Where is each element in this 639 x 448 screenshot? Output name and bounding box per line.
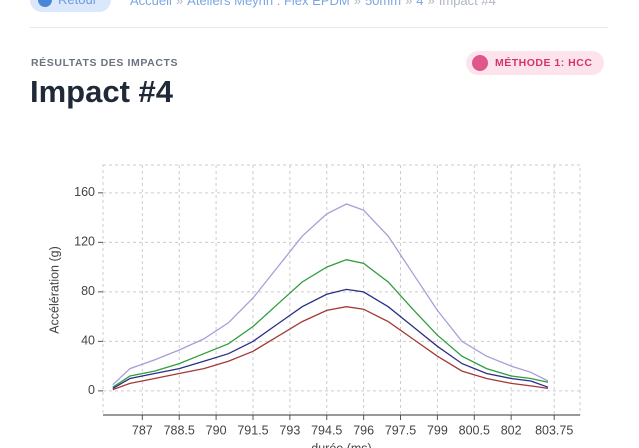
series-line bbox=[112, 259, 549, 388]
x-tick-label: 802 bbox=[501, 423, 522, 437]
divider bbox=[30, 27, 608, 28]
breadcrumb-separator: » bbox=[405, 0, 413, 8]
y-tick-label: 0 bbox=[88, 383, 95, 397]
x-tick-label: 787 bbox=[132, 423, 153, 437]
method-badge: MÉTHODE 1: HCC bbox=[466, 51, 605, 75]
y-axis-title: Accélération (g) bbox=[47, 246, 61, 334]
breadcrumb-item[interactable]: Ateliers Meynn : Flex EPDM bbox=[187, 0, 350, 8]
breadcrumb-separator: » bbox=[353, 0, 361, 8]
x-tick-label: 796 bbox=[353, 423, 374, 437]
page-title: Impact #4 bbox=[30, 74, 174, 109]
series-line bbox=[112, 288, 549, 389]
section-label: RÉSULTATS DES IMPACTS bbox=[31, 57, 179, 69]
breadcrumb-separator: » bbox=[427, 0, 435, 8]
y-tick-label: 160 bbox=[74, 185, 95, 199]
x-tick-label: 790 bbox=[206, 423, 227, 437]
x-tick-label: 791.5 bbox=[237, 423, 268, 437]
breadcrumb: Accueil» Ateliers Meynn : Flex EPDM» 50mm»… bbox=[130, 0, 500, 8]
breadcrumb-item[interactable]: Accueil bbox=[130, 0, 172, 8]
x-tick-label: 797.5 bbox=[385, 423, 416, 437]
x-tick-label: 788.5 bbox=[164, 423, 195, 437]
plot-frame bbox=[102, 164, 581, 416]
breadcrumb-separator: » bbox=[175, 0, 184, 8]
x-tick-label: 794.5 bbox=[311, 423, 342, 437]
series-line bbox=[112, 203, 549, 386]
back-button[interactable]: Retour bbox=[30, 0, 112, 12]
x-tick-label: 803.75 bbox=[535, 423, 573, 437]
x-tick-label: 800.5 bbox=[459, 423, 490, 437]
x-axis-title: durée (ms) bbox=[311, 441, 371, 448]
breadcrumb-item[interactable]: 4 bbox=[416, 0, 424, 8]
y-tick-label: 80 bbox=[81, 284, 95, 298]
series-line bbox=[112, 306, 549, 391]
x-tick-label: 799 bbox=[427, 423, 448, 437]
x-tick-label: 793 bbox=[279, 423, 300, 437]
breadcrumb-item[interactable]: 50mm bbox=[364, 0, 402, 8]
breadcrumb-item: Impact #4 bbox=[438, 0, 496, 8]
y-tick-label: 40 bbox=[81, 334, 95, 348]
y-tick-label: 120 bbox=[74, 235, 95, 249]
